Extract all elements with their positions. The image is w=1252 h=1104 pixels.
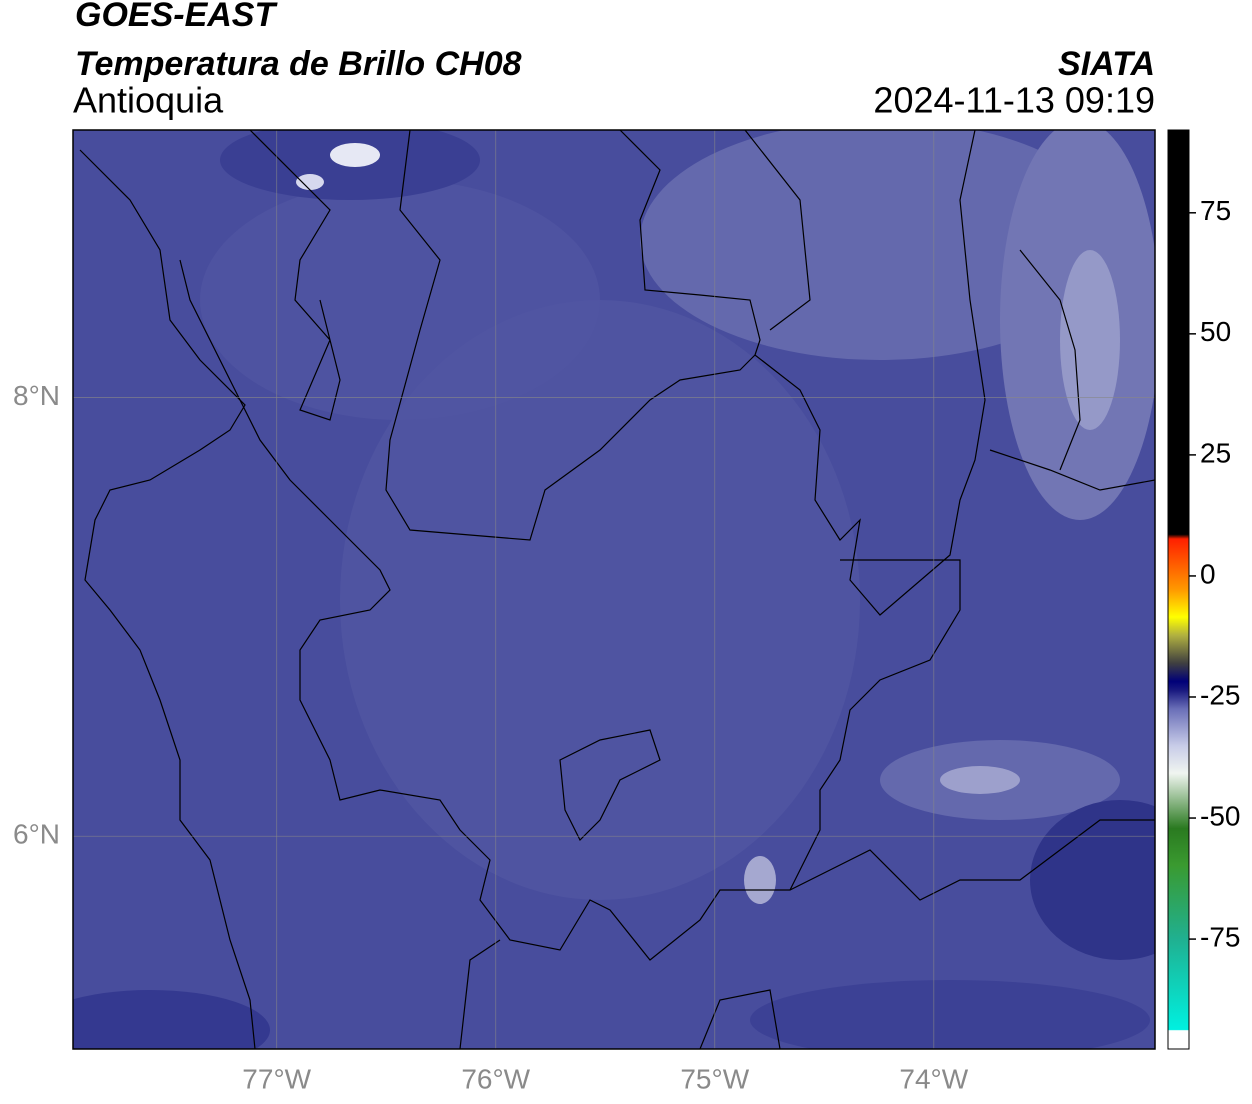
colorbar-tick-label: 50 [1200, 316, 1231, 347]
colorbar-tick-label: 75 [1200, 195, 1231, 226]
colorbar [1167, 129, 1190, 1050]
colorbar-tick-label: 0 [1200, 558, 1216, 589]
x-tick-label: 76°W [461, 1063, 530, 1094]
datetime: 2024-11-13 09:19 [873, 80, 1155, 121]
region: Antioquia [73, 80, 224, 121]
map-frame [72, 129, 1156, 1050]
y-tick-label: 8°N [13, 380, 60, 411]
colorbar-tick-label: -75 [1200, 921, 1240, 952]
subtitle: Temperatura de Brillo CH08 [75, 45, 522, 83]
y-tick-label: 6°N [13, 819, 60, 850]
colorbar-tick-label: -50 [1200, 800, 1240, 831]
grid [73, 130, 1155, 1049]
map-image [73, 130, 1155, 1049]
colorbar-tick-label: -25 [1200, 679, 1240, 710]
title: GOES-EAST [75, 0, 278, 34]
x-tick-label: 74°W [899, 1063, 968, 1094]
x-tick-label: 77°W [242, 1063, 311, 1094]
colorbar-tick-label: 25 [1200, 437, 1231, 468]
x-tick-label: 75°W [680, 1063, 749, 1094]
source: SIATA [1058, 45, 1155, 83]
